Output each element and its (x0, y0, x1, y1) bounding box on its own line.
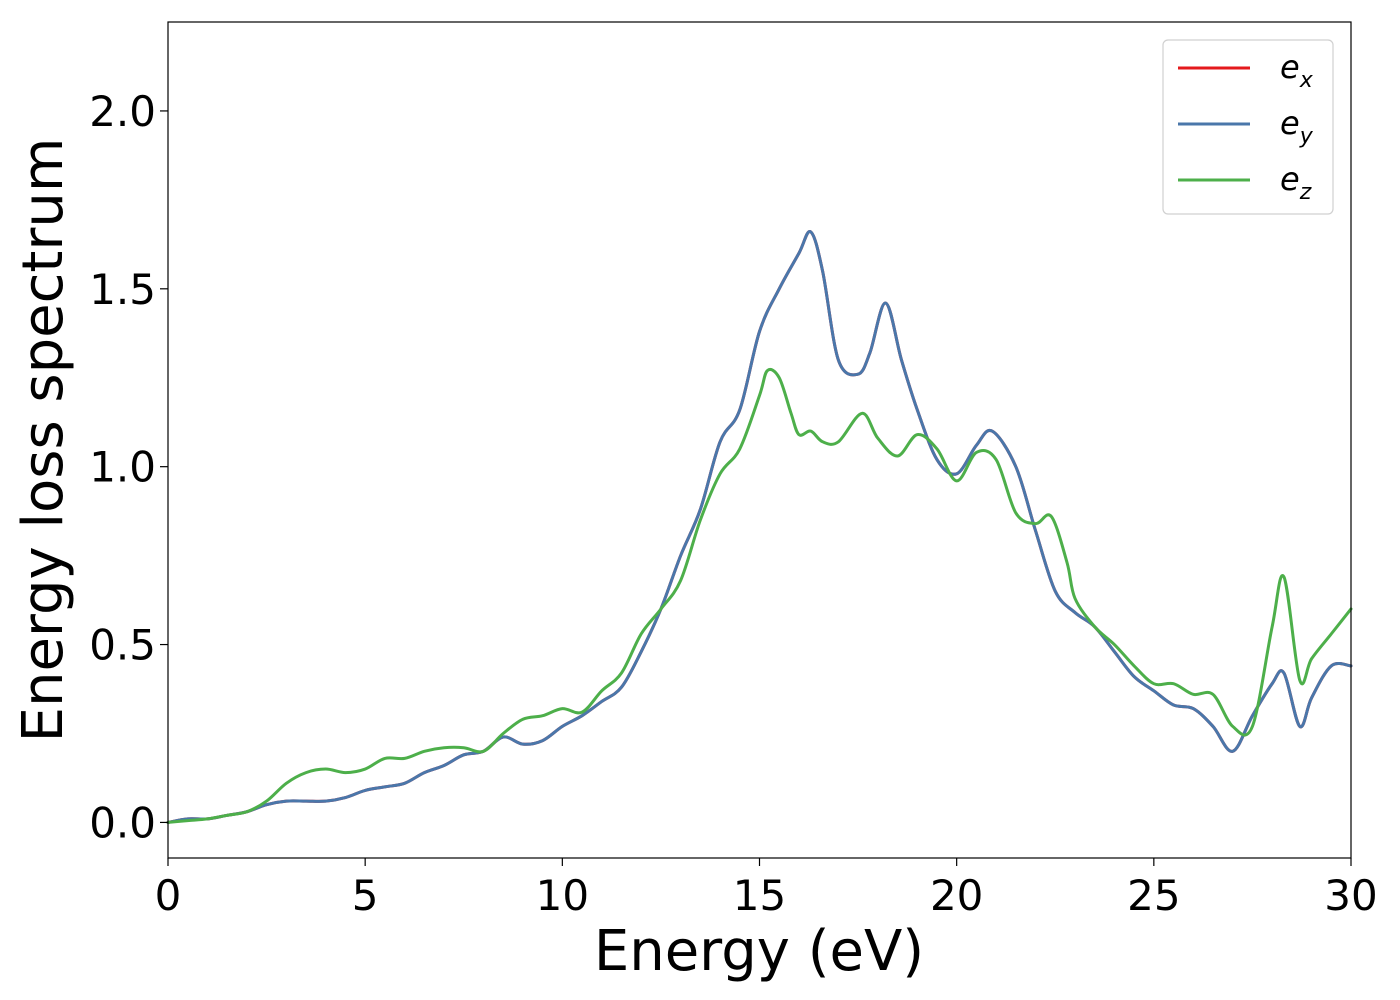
y-tick-label: 1.0 (89, 443, 156, 492)
series-lines (166, 230, 1353, 824)
x-tick-label: 5 (352, 871, 379, 920)
x-tick-label: 20 (930, 871, 983, 920)
y-tick-label: 0.0 (89, 798, 156, 847)
x-tick-label: 15 (733, 871, 786, 920)
legend-box (1162, 39, 1334, 215)
y-tick-label: 1.5 (89, 265, 156, 314)
x-axis: 0 5 10 15 20 25 30 (155, 858, 1378, 920)
y-tick-label: 0.5 (89, 621, 156, 670)
x-tick-label: 10 (536, 871, 589, 920)
x-tick-label: 30 (1324, 871, 1377, 920)
y-axis-title: Energy loss spectrum (11, 138, 76, 743)
x-axis-title: Energy (eV) (594, 919, 924, 984)
x-tick-label: 0 (155, 871, 182, 920)
x-tick-label: 25 (1127, 871, 1180, 920)
series-line-x (166, 230, 1353, 824)
series-line-z (166, 368, 1353, 824)
y-tick-label: 2.0 (89, 87, 156, 136)
y-axis: 0.0 0.5 1.0 1.5 2.0 (89, 87, 168, 847)
series-line-y (166, 230, 1353, 824)
